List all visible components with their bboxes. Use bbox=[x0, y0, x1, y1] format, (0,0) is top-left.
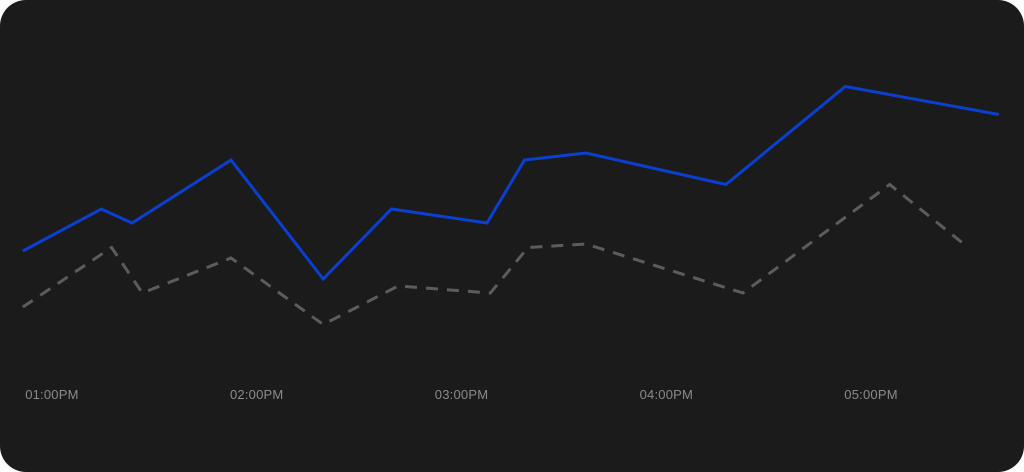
series-line-dashed bbox=[21, 182, 970, 327]
series-layer bbox=[21, 84, 1000, 327]
x-tick-label: 03:00PM bbox=[435, 387, 488, 402]
x-tick-label: 02:00PM bbox=[230, 387, 283, 402]
x-tick-label: 01:00PM bbox=[25, 387, 78, 402]
x-tick-label: 05:00PM bbox=[844, 387, 897, 402]
x-tick-label: 04:00PM bbox=[640, 387, 693, 402]
series-line-solid bbox=[22, 84, 1000, 282]
x-axis-ticks: 01:00PM 02:00PM 03:00PM 04:00PM 05:00PM bbox=[25, 387, 897, 402]
